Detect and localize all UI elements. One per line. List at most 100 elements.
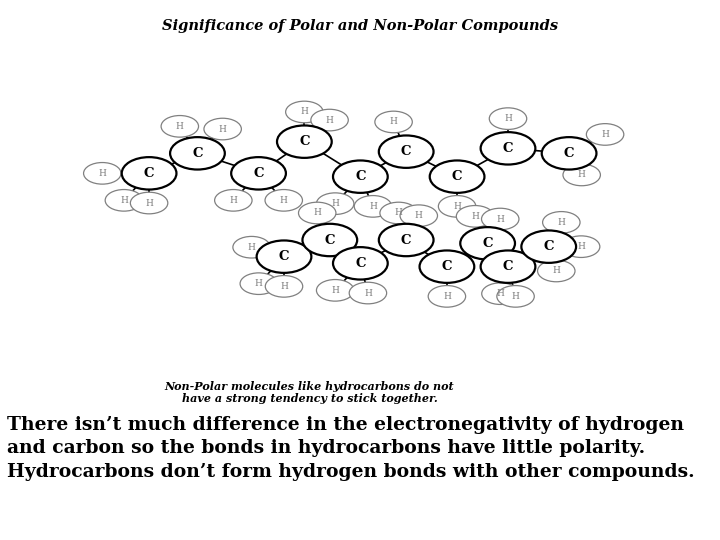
Ellipse shape — [311, 109, 348, 131]
Text: Significance of Polar and Non-Polar Compounds: Significance of Polar and Non-Polar Comp… — [162, 19, 558, 33]
Text: H: H — [280, 196, 288, 205]
Text: C: C — [482, 237, 493, 250]
Text: H: H — [176, 122, 184, 131]
Text: C: C — [564, 147, 575, 160]
Ellipse shape — [333, 160, 388, 193]
Ellipse shape — [299, 202, 336, 224]
Text: H: H — [577, 242, 585, 251]
Ellipse shape — [430, 160, 485, 193]
Ellipse shape — [460, 227, 515, 260]
Ellipse shape — [317, 193, 354, 214]
Ellipse shape — [481, 132, 536, 165]
Ellipse shape — [521, 231, 576, 263]
Text: H: H — [471, 212, 479, 221]
Text: C: C — [325, 233, 335, 246]
Ellipse shape — [481, 251, 536, 283]
Text: H: H — [325, 116, 333, 125]
Text: C: C — [452, 170, 462, 183]
Text: H: H — [497, 289, 505, 298]
Ellipse shape — [204, 118, 241, 140]
Ellipse shape — [562, 236, 600, 258]
Text: H: H — [496, 214, 504, 224]
Text: C: C — [192, 147, 203, 160]
Text: C: C — [253, 167, 264, 180]
Ellipse shape — [456, 206, 494, 227]
Ellipse shape — [541, 137, 596, 170]
Text: H: H — [512, 292, 520, 301]
Text: H: H — [390, 118, 397, 126]
Text: H: H — [364, 288, 372, 298]
Text: H: H — [369, 202, 377, 211]
Text: H: H — [504, 114, 512, 123]
Ellipse shape — [265, 275, 302, 297]
Ellipse shape — [354, 195, 392, 217]
Ellipse shape — [379, 224, 433, 256]
Ellipse shape — [538, 260, 575, 282]
Ellipse shape — [379, 136, 433, 168]
Ellipse shape — [286, 101, 323, 123]
Ellipse shape — [438, 195, 476, 217]
Ellipse shape — [231, 157, 286, 190]
Ellipse shape — [170, 137, 225, 170]
Text: H: H — [453, 202, 461, 211]
Text: H: H — [577, 171, 585, 179]
Ellipse shape — [256, 240, 311, 273]
Text: H: H — [415, 211, 423, 220]
Text: C: C — [503, 142, 513, 155]
Ellipse shape — [490, 108, 527, 130]
Text: Non-Polar molecules like hydrocarbons do not
have a strong tendency to stick tog: Non-Polar molecules like hydrocarbons do… — [165, 381, 454, 404]
Ellipse shape — [400, 205, 438, 226]
Text: H: H — [552, 266, 560, 275]
Ellipse shape — [497, 286, 534, 307]
Text: C: C — [441, 260, 452, 273]
Text: C: C — [279, 250, 289, 263]
Text: H: H — [120, 196, 128, 205]
Ellipse shape — [215, 190, 252, 211]
Text: C: C — [401, 145, 411, 158]
Ellipse shape — [543, 212, 580, 233]
Text: C: C — [144, 167, 154, 180]
Text: H: H — [601, 130, 609, 139]
Text: C: C — [355, 257, 366, 270]
Text: H: H — [230, 196, 238, 205]
Text: H: H — [280, 282, 288, 291]
Text: H: H — [443, 292, 451, 301]
Text: C: C — [544, 240, 554, 253]
Text: H: H — [300, 107, 308, 117]
Ellipse shape — [265, 190, 302, 211]
Text: H: H — [248, 242, 256, 252]
Text: H: H — [313, 208, 321, 218]
Ellipse shape — [333, 247, 388, 280]
Ellipse shape — [84, 163, 121, 184]
Text: H: H — [557, 218, 565, 227]
Text: H: H — [395, 208, 402, 218]
Ellipse shape — [482, 208, 519, 230]
Ellipse shape — [122, 157, 176, 190]
Text: C: C — [299, 135, 310, 148]
Ellipse shape — [233, 237, 270, 258]
Ellipse shape — [349, 282, 387, 304]
Ellipse shape — [317, 280, 354, 301]
Ellipse shape — [428, 286, 466, 307]
Text: H: H — [331, 286, 339, 295]
Ellipse shape — [130, 192, 168, 214]
Ellipse shape — [240, 273, 277, 294]
Ellipse shape — [302, 224, 357, 256]
Text: H: H — [255, 279, 263, 288]
Ellipse shape — [563, 164, 600, 186]
Text: There isn’t much difference in the electronegativity of hydrogen
and carbon so t: There isn’t much difference in the elect… — [7, 416, 695, 481]
Text: H: H — [219, 125, 227, 133]
Text: H: H — [331, 199, 339, 208]
Ellipse shape — [420, 251, 474, 283]
Text: C: C — [503, 260, 513, 273]
Text: H: H — [99, 169, 107, 178]
Text: C: C — [401, 233, 411, 246]
Ellipse shape — [277, 125, 332, 158]
Text: C: C — [355, 170, 366, 183]
Ellipse shape — [161, 116, 199, 137]
Ellipse shape — [482, 283, 519, 305]
Ellipse shape — [380, 202, 418, 224]
Ellipse shape — [586, 124, 624, 145]
Text: H: H — [145, 199, 153, 207]
Ellipse shape — [375, 111, 413, 133]
